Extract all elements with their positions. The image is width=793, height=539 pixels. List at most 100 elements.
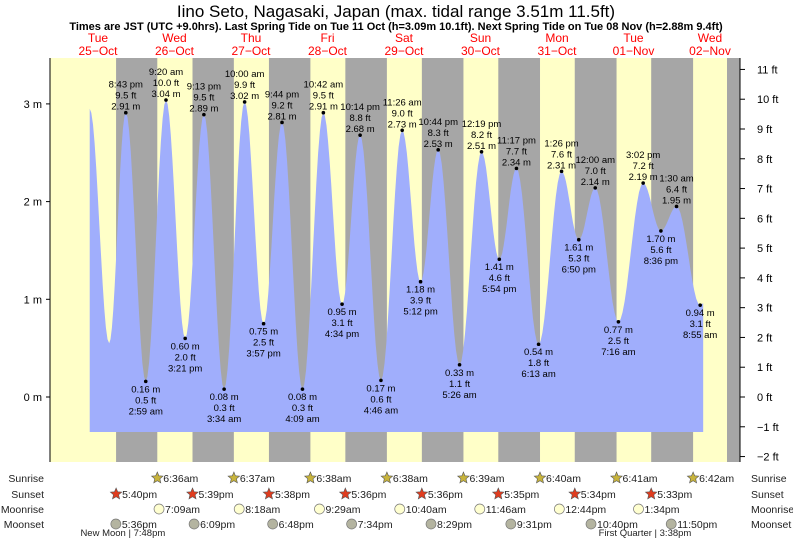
- tide-point: [261, 321, 266, 326]
- day-date-label: 27−Oct: [231, 44, 271, 58]
- tide-time-label: 4:09 am: [285, 414, 319, 425]
- right-tick-label: 7 ft: [757, 184, 772, 196]
- tide-m-label: 0.75 m: [249, 327, 278, 338]
- tide-point: [143, 379, 148, 384]
- tide-ft-label: 9.2 ft: [271, 100, 292, 111]
- tide-m-label: 1.70 m: [646, 234, 675, 245]
- moonrise-row-label-right: Moonrise: [751, 504, 793, 516]
- tide-ft-label: 2.5 ft: [608, 336, 629, 347]
- tide-ft-label: 8.8 ft: [350, 113, 371, 124]
- day-name-label: Fri: [321, 31, 335, 45]
- tide-point: [457, 362, 462, 367]
- day-date-label: 28−Oct: [308, 44, 348, 58]
- moonset-time: 7:34pm: [358, 519, 393, 531]
- moon-phase-label: First Quarter | 3:38pm: [599, 528, 692, 539]
- moonset-icon: [346, 518, 357, 530]
- tide-time-label: 3:34 am: [207, 414, 241, 425]
- tide-ft-label: 3.9 ft: [410, 296, 431, 307]
- moonrise-time: 10:40am: [406, 504, 447, 516]
- tide-time-label: 9:44 pm: [265, 89, 299, 100]
- tide-m-label: 2.89 m: [189, 104, 218, 115]
- tide-point: [659, 229, 663, 233]
- sunrise-time: 6:42am: [699, 473, 734, 485]
- tide-m-label: 0.94 m: [686, 308, 715, 319]
- day-name-label: Thu: [241, 31, 262, 45]
- sunset-icon: [568, 487, 582, 500]
- sunset-time: 5:38pm: [275, 489, 310, 501]
- tide-time-label: 6:13 am: [521, 369, 555, 380]
- tide-point: [641, 181, 645, 185]
- moonset-icon: [188, 518, 200, 530]
- sunrise-icon: [150, 471, 164, 484]
- tide-ft-label: 9.0 ft: [392, 108, 413, 119]
- tide-m-label: 0.08 m: [288, 392, 317, 403]
- tide-m-label: 2.68 m: [346, 124, 375, 135]
- sunrise-time: 6:41am: [623, 473, 658, 485]
- tide-point: [123, 110, 128, 115]
- moonset-time: 9:31pm: [517, 519, 552, 531]
- sunset-time: 5:34pm: [581, 489, 616, 501]
- tide-ft-label: 1.8 ft: [528, 358, 549, 369]
- sunset-time: 5:35pm: [504, 489, 539, 501]
- tide-ft-label: 7.0 ft: [585, 166, 606, 177]
- sunrise-time: 6:37am: [240, 473, 275, 485]
- left-tick-label: 2 m: [24, 197, 42, 209]
- tide-ft-label: 2.5 ft: [253, 338, 274, 349]
- sunset-time: 5:36pm: [428, 489, 463, 501]
- day-date-label: 25−Oct: [78, 44, 118, 58]
- moonset-time: 10:40pm: [597, 519, 638, 531]
- tide-m-label: 0.16 m: [131, 384, 160, 395]
- left-tick-label: 1 m: [24, 294, 42, 306]
- tide-point: [358, 133, 362, 137]
- tide-ft-label: 9.5 ft: [193, 93, 214, 104]
- sunrise-icon: [227, 471, 241, 484]
- tide-m-label: 2.53 m: [424, 139, 453, 150]
- sunrise-time: 6:38am: [393, 473, 428, 485]
- moon-phase-label: New Moon | 7:48pm: [80, 528, 165, 539]
- tide-time-label: 10:42 am: [304, 80, 344, 91]
- moonset-icon: [665, 518, 677, 530]
- tide-time-label: 7:16 am: [601, 347, 635, 358]
- tide-point: [340, 302, 344, 306]
- tide-area: [89, 100, 704, 432]
- day-name-label: Mon: [545, 31, 568, 45]
- tide-point: [616, 319, 621, 324]
- tide-m-label: 2.91 m: [111, 102, 140, 113]
- tide-ft-label: 0.5 ft: [135, 395, 156, 406]
- tide-m-label: 2.14 m: [581, 177, 610, 188]
- tide-point: [202, 112, 206, 117]
- moonrise-icon: [633, 503, 644, 515]
- moonrise-time: 8:18am: [245, 504, 280, 516]
- tide-ft-label: 9.9 ft: [234, 80, 255, 91]
- right-tick-label: 8 ft: [757, 154, 772, 166]
- tide-time-label: 8:43 pm: [109, 80, 143, 91]
- tide-m-label: 2.34 m: [502, 157, 531, 168]
- right-tick-label: 4 ft: [757, 273, 772, 285]
- moonset-time: 6:48pm: [279, 519, 314, 531]
- tide-ft-label: 5.3 ft: [568, 254, 589, 265]
- tide-time-label: 11:17 pm: [497, 135, 536, 146]
- tide-point: [242, 100, 247, 104]
- sunset-row-label: Sunset: [11, 489, 44, 501]
- right-tick-label: −2 ft: [757, 452, 779, 464]
- right-tick-label: 6 ft: [757, 213, 772, 225]
- sunrise-icon: [380, 471, 394, 484]
- tide-m-label: 0.77 m: [604, 325, 633, 336]
- day-name-label: Wed: [698, 31, 722, 45]
- moonrise-icon: [474, 503, 486, 515]
- tide-ft-label: 7.7 ft: [506, 146, 527, 157]
- tide-ft-label: 1.1 ft: [449, 379, 470, 390]
- tide-m-label: 2.81 m: [267, 111, 296, 122]
- day-name-label: Sat: [395, 31, 414, 45]
- tide-m-label: 1.61 m: [564, 243, 593, 254]
- tide-point: [300, 387, 305, 391]
- tide-ft-label: 9.5 ft: [115, 91, 136, 102]
- day-name-label: Sun: [470, 31, 491, 45]
- tide-point: [536, 342, 541, 347]
- tide-ft-label: 3.1 ft: [690, 319, 711, 330]
- tide-point: [514, 166, 519, 171]
- moonrise-row-label: Moonrise: [1, 504, 44, 516]
- tide-time-label: 1:30 am: [659, 173, 693, 184]
- tide-point: [321, 110, 326, 115]
- tide-m-label: 0.17 m: [366, 383, 395, 394]
